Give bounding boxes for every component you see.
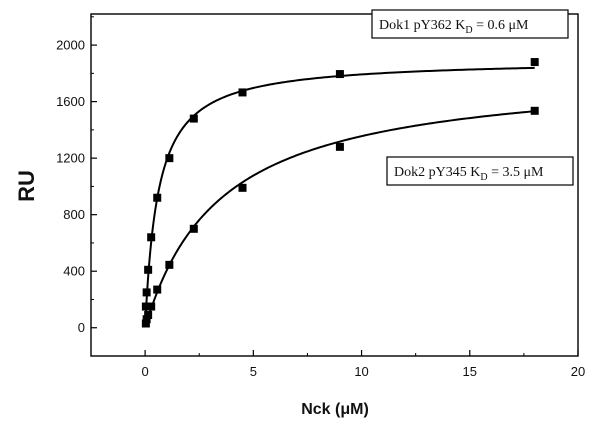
x-tick-label: 15 [463,364,477,379]
data-point [147,233,156,242]
x-tick-label: 10 [354,364,368,379]
data-point [153,285,162,294]
data-point [165,260,174,269]
y-tick-label: 1600 [56,94,85,109]
data-point [165,154,174,163]
data-point [141,302,150,311]
data-point [530,106,539,115]
x-tick-label: 5 [250,364,257,379]
y-tick-label: 0 [78,320,85,335]
y-tick-label: 1200 [56,151,85,166]
data-point [144,311,153,320]
axes: 0 5 10 15 20 0 400 800 1200 1600 2000 [56,13,585,379]
data-points [141,58,539,328]
data-point [147,302,156,311]
data-point [238,88,247,97]
data-point [530,58,539,67]
x-tick-label: 0 [141,364,148,379]
series-label-box [371,9,569,39]
series-labels: Dok1 pY362 KD = 0.6 μM Dok2 pY345 KD = 3.… [371,9,574,186]
y-axis-title: RU [14,170,39,202]
x-tick-label: 20 [571,364,585,379]
y-tick-label: 2000 [56,38,85,53]
series-label: Dok2 pY345 KD = 3.5 μM [394,165,544,183]
data-point [238,183,247,192]
data-point [142,288,151,297]
data-point [142,315,151,324]
fit-curve [144,66,535,320]
data-point [189,114,198,123]
data-point [335,70,344,79]
data-point [141,319,150,328]
y-tick-label: 400 [63,264,85,279]
data-point [144,265,153,274]
fit-curves [144,66,535,327]
plot-frame [90,13,579,357]
y-tick-label: 800 [63,207,85,222]
data-point [335,142,344,151]
fit-curve [144,110,535,327]
series-label-box [386,156,574,186]
data-point [153,193,162,202]
data-point [189,224,198,233]
x-axis-title: Nck (μM) [301,401,369,418]
series-label: Dok1 pY362 KD = 0.6 μM [379,18,529,36]
